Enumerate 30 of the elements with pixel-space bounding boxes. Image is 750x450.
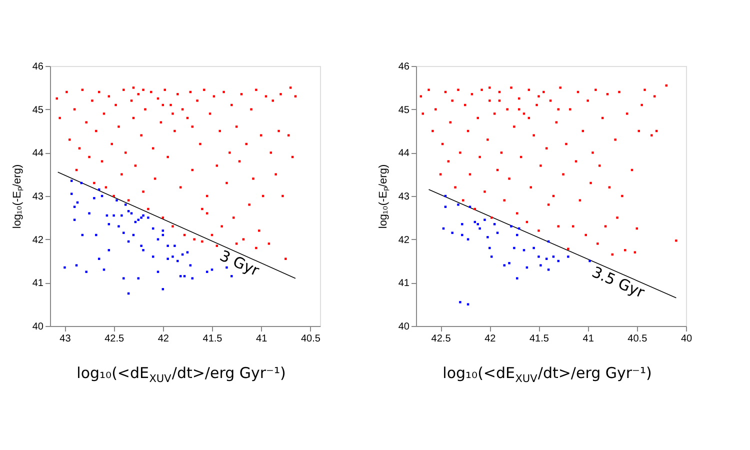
y-tick-label: 43 xyxy=(32,192,44,202)
y-tick-label: 45 xyxy=(398,104,410,116)
x-tick-label: 40.5 xyxy=(300,334,321,344)
y-tick-label: 44 xyxy=(398,148,410,160)
y-tick-label: 42 xyxy=(398,234,410,246)
y-tick-label: 46 xyxy=(398,62,410,72)
x-tick-label: 41 xyxy=(582,334,594,344)
y-tick-label: 40 xyxy=(32,322,44,332)
y-tick-label: 46 xyxy=(32,62,44,72)
y-tick-label: 45 xyxy=(32,104,44,116)
y-axis-title: log₁₀(-Eₚ/erg) xyxy=(377,164,390,229)
x-tick-label: 41.5 xyxy=(529,334,550,344)
y-tick-label: 42 xyxy=(32,234,44,246)
y-tick-label: 40 xyxy=(398,322,410,332)
y-tick-label: 43 xyxy=(398,192,410,202)
x-tick-label: 40.5 xyxy=(628,334,648,344)
x-tick-label: 42.5 xyxy=(104,334,124,344)
y-axis-title: log₁₀(-Eₚ/erg) xyxy=(11,164,24,229)
x-tick-label: 42.5 xyxy=(431,334,452,344)
x-tick-label: 43 xyxy=(60,334,72,344)
y-tick-label: 41 xyxy=(32,278,44,290)
x-tick-label: 41 xyxy=(256,334,268,344)
y-tick-label: 41 xyxy=(398,278,410,290)
x-tick-label: 40 xyxy=(680,334,692,344)
annotation: 3 Gyr xyxy=(217,246,263,280)
y-tick-label: 44 xyxy=(32,148,44,160)
x-tick-label: 42 xyxy=(484,334,496,344)
x-tick-label: 42 xyxy=(158,334,170,344)
x-tick-label: 41.5 xyxy=(202,334,223,344)
annotation: 3.5 Gyr xyxy=(589,262,648,302)
